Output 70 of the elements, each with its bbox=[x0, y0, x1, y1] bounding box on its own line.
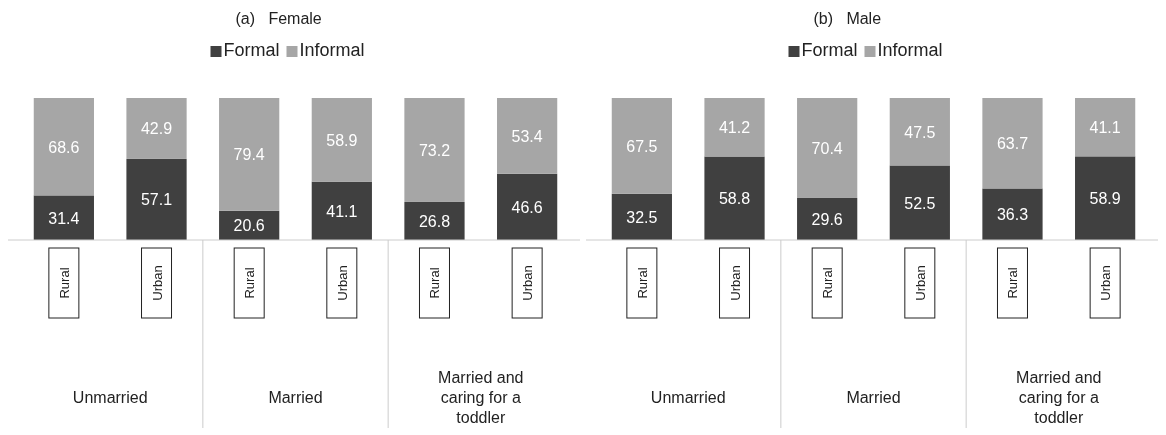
bar bbox=[982, 188, 1043, 240]
bar bbox=[404, 201, 465, 240]
data-label: 26.8 bbox=[418, 212, 451, 230]
data-label: 41.2 bbox=[718, 119, 751, 137]
bar bbox=[497, 98, 558, 174]
data-label: 52.5 bbox=[904, 194, 936, 212]
data-label: 42.9 bbox=[140, 120, 173, 138]
x-tick-label: Urban bbox=[334, 265, 350, 301]
bar bbox=[889, 98, 950, 166]
bar bbox=[982, 98, 1043, 189]
data-label: 79.4 bbox=[233, 146, 265, 164]
data-label: 46.6 bbox=[511, 198, 543, 216]
data-label: 47.5 bbox=[904, 123, 936, 141]
bar bbox=[1075, 98, 1136, 157]
bar bbox=[311, 181, 372, 240]
data-label: 58.9 bbox=[326, 131, 358, 149]
data-label: 63.7 bbox=[996, 135, 1029, 153]
chart-title: (a) Female bbox=[235, 10, 322, 27]
bar bbox=[126, 158, 187, 240]
x-tick-label: Rural bbox=[242, 267, 258, 299]
x-tick-label: Rural bbox=[1005, 267, 1021, 299]
bar bbox=[33, 98, 94, 196]
data-label: 58.9 bbox=[1089, 190, 1121, 208]
bar bbox=[611, 98, 672, 194]
x-tick-label: Rural bbox=[634, 267, 650, 299]
bar bbox=[704, 156, 765, 240]
data-label: 53.4 bbox=[511, 127, 543, 145]
legend-label: Informal bbox=[877, 40, 943, 60]
data-label: 58.8 bbox=[718, 190, 751, 208]
bar bbox=[404, 98, 465, 202]
legend-label: Formal bbox=[223, 40, 280, 60]
bar bbox=[126, 98, 187, 159]
text: Married and caring for a toddler bbox=[1016, 369, 1102, 426]
text: Married bbox=[846, 389, 901, 406]
x-tick-label: Urban bbox=[149, 265, 165, 301]
x-tick-label: Rural bbox=[427, 267, 443, 299]
legend-label: Informal bbox=[299, 40, 365, 60]
chart-title: (b) Male bbox=[813, 10, 882, 27]
bar bbox=[219, 98, 280, 211]
x-tick-label: Urban bbox=[520, 265, 536, 301]
bar bbox=[311, 98, 372, 182]
bar bbox=[1075, 156, 1136, 240]
x-tick-label: Urban bbox=[727, 265, 743, 301]
data-label: 70.4 bbox=[811, 139, 843, 157]
x-tick-label: Rural bbox=[820, 267, 836, 299]
data-label: 36.3 bbox=[996, 206, 1029, 224]
data-label: 32.5 bbox=[626, 208, 658, 226]
data-label: 57.1 bbox=[140, 191, 173, 209]
data-label: 68.6 bbox=[48, 138, 80, 156]
bar bbox=[889, 165, 950, 240]
data-label: 67.5 bbox=[626, 137, 658, 155]
text: Married bbox=[268, 389, 323, 406]
data-label: 29.6 bbox=[811, 210, 843, 228]
x-tick-label: Urban bbox=[1098, 265, 1114, 301]
x-tick-label: Rural bbox=[56, 267, 72, 299]
x-tick-label: Urban bbox=[912, 265, 928, 301]
legend-label: Formal bbox=[801, 40, 858, 60]
bar bbox=[33, 195, 94, 240]
bar bbox=[797, 98, 858, 198]
data-label: 41.1 bbox=[1089, 119, 1121, 137]
bar bbox=[497, 173, 558, 240]
bar bbox=[704, 98, 765, 157]
data-label: 41.1 bbox=[326, 202, 358, 220]
bar bbox=[611, 193, 672, 240]
text: Married and caring for a toddler bbox=[438, 369, 524, 426]
text: Unmarried bbox=[72, 389, 148, 406]
data-label: 73.2 bbox=[418, 141, 451, 159]
data-label: 31.4 bbox=[48, 209, 80, 227]
text: Unmarried bbox=[650, 389, 726, 406]
data-label: 20.6 bbox=[233, 217, 265, 235]
